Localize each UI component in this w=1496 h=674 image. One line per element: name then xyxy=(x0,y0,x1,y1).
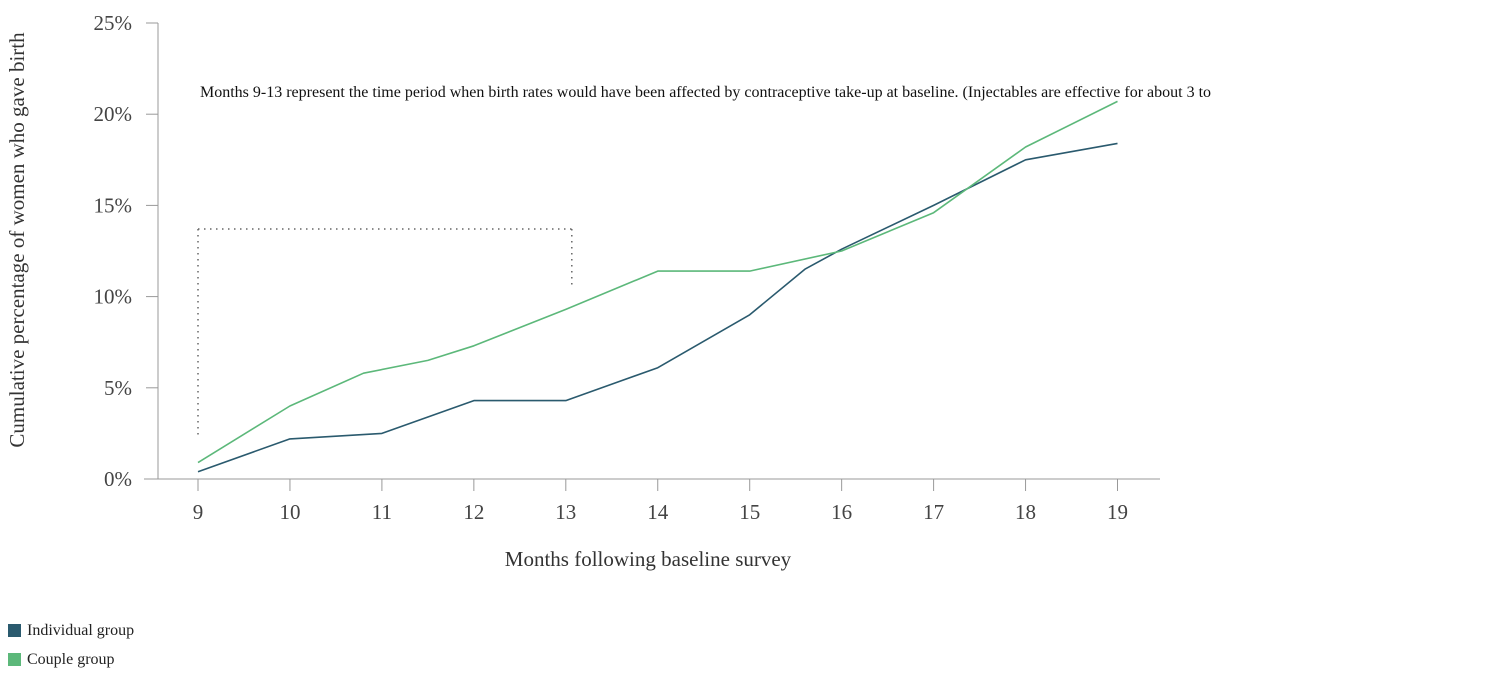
series-lines xyxy=(197,100,1118,473)
legend-item-couple: Couple group xyxy=(8,645,134,674)
y-tick-label: 5% xyxy=(104,376,132,400)
legend-label-couple: Couple group xyxy=(27,650,115,668)
x-tick-label: 12 xyxy=(463,500,484,524)
x-tick-label: 10 xyxy=(279,500,300,524)
y-tick-label: 20% xyxy=(94,102,133,126)
y-tick-label: 10% xyxy=(94,285,133,309)
legend: Individual group Couple group xyxy=(8,616,134,674)
series-line-couple xyxy=(197,100,1118,464)
series-line-individual xyxy=(197,142,1118,473)
x-tick-label: 11 xyxy=(372,500,392,524)
y-axis-title: Cumulative percentage of women who gave … xyxy=(5,32,29,448)
annotation-text: Months 9-13 represent the time period wh… xyxy=(200,84,1211,101)
x-tick-label: 19 xyxy=(1107,500,1128,524)
y-tick-label: 25% xyxy=(94,11,133,35)
legend-label-individual: Individual group xyxy=(27,621,135,639)
x-tick-label: 13 xyxy=(555,500,576,524)
x-tick-label: 17 xyxy=(923,500,944,524)
x-tick-label: 15 xyxy=(739,500,760,524)
y-tick-label: 15% xyxy=(94,193,133,217)
x-tick-label: 16 xyxy=(831,500,852,524)
x-axis-title: Months following baseline survey xyxy=(505,547,792,571)
legend-item-individual: Individual group xyxy=(8,616,134,645)
annotation-bracket xyxy=(197,228,573,437)
legend-swatch-couple xyxy=(8,653,21,666)
x-tick-label: 14 xyxy=(647,500,669,524)
x-tick-label: 18 xyxy=(1015,500,1036,524)
y-axis: 0% 5% 10% 15% 20% 25% xyxy=(94,11,159,491)
y-tick-label: 0% xyxy=(104,467,132,491)
x-axis: 9 10 11 12 13 14 15 16 17 18 19 xyxy=(144,478,1160,524)
legend-swatch-individual xyxy=(8,624,21,637)
x-tick-label: 9 xyxy=(193,500,204,524)
